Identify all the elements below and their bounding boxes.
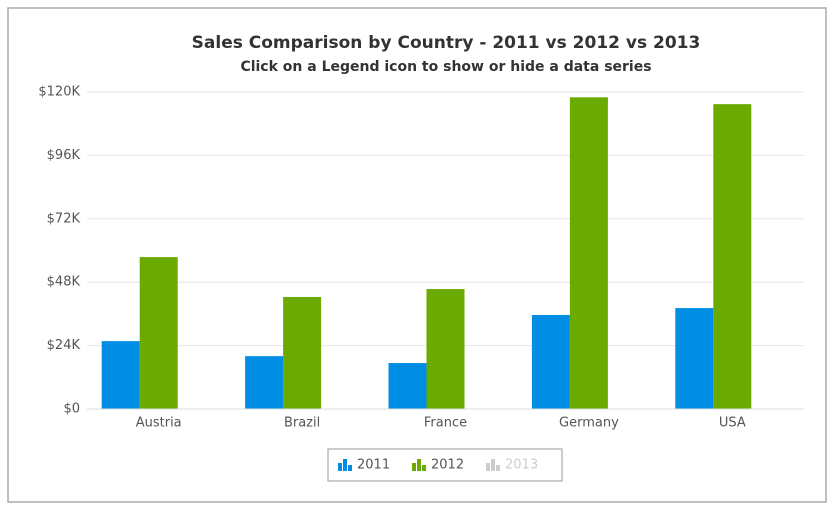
chart-border xyxy=(7,7,827,503)
y-tick-label: $72K xyxy=(47,211,81,226)
legend-icon[interactable] xyxy=(338,463,342,471)
bar xyxy=(388,363,427,409)
bar xyxy=(569,97,608,410)
x-tick-label: USA xyxy=(719,416,746,431)
legend-icon[interactable] xyxy=(343,459,347,471)
y-tick-label: $96K xyxy=(47,148,81,163)
bar xyxy=(713,104,752,409)
y-tick-label: $0 xyxy=(63,402,80,417)
legend-icon[interactable] xyxy=(491,459,495,471)
legend-icon[interactable] xyxy=(412,463,416,471)
legend-icon[interactable] xyxy=(486,463,490,471)
y-tick-label: $48K xyxy=(47,275,81,290)
legend-icon[interactable] xyxy=(496,465,500,471)
x-tick-label: Germany xyxy=(559,416,619,431)
x-tick-label: Austria xyxy=(136,416,182,431)
bar xyxy=(675,308,714,409)
y-tick-label: $120K xyxy=(38,85,80,100)
legend-box xyxy=(327,448,563,482)
x-tick-label: France xyxy=(424,416,467,431)
y-tick-label: $24K xyxy=(47,338,81,353)
legend-icon[interactable] xyxy=(348,465,352,471)
legend-label[interactable]: 2012 xyxy=(431,458,464,473)
chart-title: Sales Comparison by Country - 2011 vs 20… xyxy=(192,33,701,53)
legend-icon[interactable] xyxy=(417,459,421,471)
bar xyxy=(531,314,570,409)
bar xyxy=(426,289,465,409)
legend-icon[interactable] xyxy=(422,465,426,471)
bar xyxy=(139,257,178,409)
legend-label[interactable]: 2011 xyxy=(357,458,390,473)
legend-label[interactable]: 2013 xyxy=(505,458,538,473)
x-tick-label: Brazil xyxy=(284,416,320,431)
bar xyxy=(245,356,284,409)
bar xyxy=(283,296,322,409)
chart-subtitle: Click on a Legend icon to show or hide a… xyxy=(240,59,651,75)
bar xyxy=(101,341,140,409)
